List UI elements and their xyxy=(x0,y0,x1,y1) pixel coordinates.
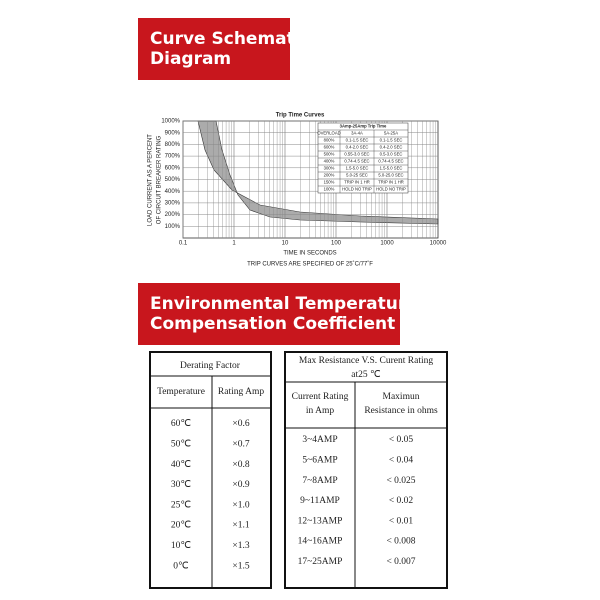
inner-table-cell: 5.0-25 SEC xyxy=(346,173,368,178)
inner-table-cell: 800% xyxy=(324,138,335,143)
x-tick-label: 0.1 xyxy=(179,241,188,247)
table-cell: ×0.6 xyxy=(232,419,249,429)
table-cell: < 0.008 xyxy=(386,537,415,547)
table-cell: < 0.025 xyxy=(386,476,415,486)
inner-table-cell: HOLD NO TRIP xyxy=(376,187,406,192)
inner-table-cell: 0.1-1.5 SEC xyxy=(346,138,369,143)
y-tick-label: 900% xyxy=(165,130,181,136)
table-title: Max Resistance V.S. Curent Rating xyxy=(299,356,433,366)
table-cell: 3~4AMP xyxy=(302,435,337,445)
inner-table-cell: OVERLOAD xyxy=(317,131,340,136)
chart-title: Trip Time Curves xyxy=(276,113,325,119)
y-axis-label: LOAD CURRENT AS A PERCENT xyxy=(148,134,154,226)
x-axis-label: TIME IN SECONDS xyxy=(283,251,336,257)
inner-table-cell: HOLD NO TRIP xyxy=(342,187,372,192)
table-cell: 20℃ xyxy=(171,521,192,531)
table-header: Current Rating xyxy=(292,392,349,402)
inner-table-cell: 1.5-5.0 SEC xyxy=(346,166,369,171)
inner-table-cell: 300% xyxy=(324,166,335,171)
table-cell: 5~6AMP xyxy=(302,455,337,465)
y-tick-label: 800% xyxy=(165,142,181,148)
table-cell: < 0.04 xyxy=(389,455,414,465)
y-tick-label: 300% xyxy=(165,200,181,206)
y-tick-label: 100% xyxy=(165,224,181,230)
inner-table-cell: 200% xyxy=(324,173,335,178)
inner-table-cell: 500% xyxy=(324,152,335,157)
inner-table-cell: 3A-4A xyxy=(351,131,363,136)
inner-table-cell: 0.74-4.5 SEC xyxy=(378,159,403,164)
table-header: Resistance in ohms xyxy=(364,406,438,416)
table-cell: 25℃ xyxy=(171,500,192,510)
table-cell: 12~13AMP xyxy=(298,516,343,526)
y-tick-label: 600% xyxy=(165,165,181,171)
inner-table-cell: 400% xyxy=(324,159,335,164)
inner-table-cell: 0.4-2.0 SEC xyxy=(346,145,369,150)
y-tick-label: 1000% xyxy=(161,119,180,125)
inner-table-cell: 150% xyxy=(324,180,335,185)
inner-table-cell: 0.55-3.0 SEC xyxy=(344,152,369,157)
inner-table-cell: 600% xyxy=(324,145,335,150)
banner-text: Compensation Coefficient xyxy=(150,314,395,334)
table-cell: 10℃ xyxy=(171,541,192,551)
y-tick-label: 200% xyxy=(165,212,181,218)
inner-table-cell: TRIP IN 1 HR xyxy=(378,180,404,185)
table-header: Rating Amp xyxy=(218,387,264,397)
table-cell: ×0.8 xyxy=(232,460,249,470)
table-cell: ×0.9 xyxy=(232,480,249,490)
inner-table-cell: 5.0-25.0 SEC xyxy=(378,173,403,178)
inner-table-cell: TRIP IN 1 HR xyxy=(344,180,370,185)
table-cell: ×1.3 xyxy=(232,541,249,551)
inner-table-cell: 5A-25A xyxy=(384,131,398,136)
table-cell: 0℃ xyxy=(173,561,189,571)
x-tick-label: 1000 xyxy=(380,241,394,247)
table-cell: ×1.5 xyxy=(232,561,249,571)
table-frame xyxy=(284,351,448,589)
table-cell: 60℃ xyxy=(171,419,192,429)
x-tick-label: 10000 xyxy=(430,241,447,247)
inner-table-cell: 0.5-3.0 SEC xyxy=(380,152,403,157)
banner-text: Diagram xyxy=(150,49,231,69)
table-cell: 50℃ xyxy=(171,439,192,449)
table-frame xyxy=(149,351,272,589)
inner-table-cell: 0.1-1.5 SEC xyxy=(380,138,403,143)
table-cell: ×1.1 xyxy=(232,521,249,531)
inner-table-cell: 0.4-2.0 SEC xyxy=(380,145,403,150)
table-cell: 14~16AMP xyxy=(298,537,343,547)
table-cell: ×0.7 xyxy=(232,439,249,449)
table-cell: < 0.05 xyxy=(389,435,414,445)
inner-table-cell: 1.5-5.0 SEC xyxy=(380,166,403,171)
table-cell: 7~8AMP xyxy=(302,476,337,486)
x-tick-label: 100 xyxy=(331,241,342,247)
table-cell: < 0.007 xyxy=(386,557,415,567)
y-tick-label: 700% xyxy=(165,154,181,160)
inner-table-cell: 0.74-4.5 SEC xyxy=(344,159,369,164)
banner xyxy=(138,283,400,345)
y-tick-label: 400% xyxy=(165,189,181,195)
table-cell: 9~11AMP xyxy=(300,496,340,506)
y-axis-label: OF CIRCUIT BREAKER RATING xyxy=(157,135,163,224)
x-tick-label: 1 xyxy=(232,241,236,247)
table-title: at25 ℃ xyxy=(351,370,381,380)
banner xyxy=(138,18,290,80)
table-header: Temperature xyxy=(157,387,205,397)
inner-table-cell: 100% xyxy=(324,187,335,192)
table-cell: 30℃ xyxy=(171,480,192,490)
table-cell: 17~25AMP xyxy=(298,557,343,567)
table-cell: ×1.0 xyxy=(232,500,249,510)
banner-text: Environmental Temperature xyxy=(150,294,418,314)
y-tick-label: 500% xyxy=(165,177,181,183)
table-title: Derating Factor xyxy=(180,361,241,371)
table-cell: < 0.02 xyxy=(389,496,414,506)
x-tick-label: 10 xyxy=(282,241,289,247)
table-cell: < 0.01 xyxy=(389,516,414,526)
table-cell: 40℃ xyxy=(171,460,192,470)
inner-table-title: 3Amp-25Amp Trip Time xyxy=(340,124,387,129)
chart-note: TRIP CURVES ARE SPECIFIED OF 25˚C/77˚F xyxy=(247,261,373,268)
table-header: Maximun xyxy=(383,392,420,402)
banner-text: Curve Schematic xyxy=(150,29,311,49)
table-header: in Amp xyxy=(306,406,334,416)
